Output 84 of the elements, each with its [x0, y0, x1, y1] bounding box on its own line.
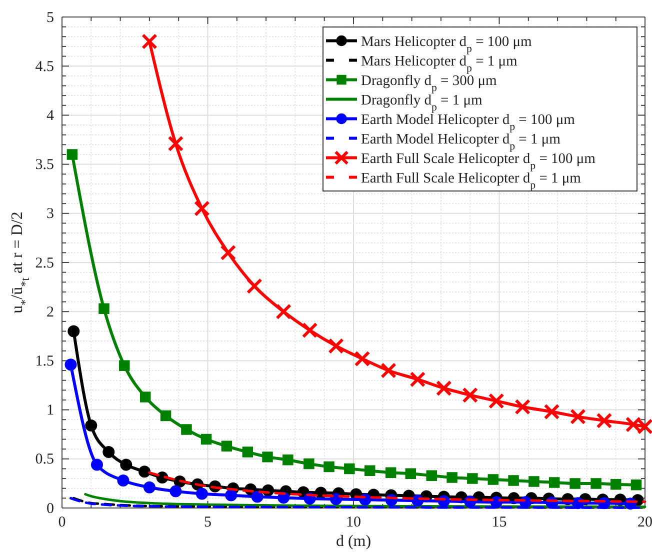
point — [364, 465, 376, 476]
point — [462, 387, 478, 404]
point — [282, 454, 294, 466]
point — [225, 489, 238, 502]
y-tick-label: 2.5 — [35, 255, 54, 272]
point — [570, 478, 580, 489]
legend-label: Earth Model Helicopter d$_{p}$ = 1 μm — [361, 131, 562, 152]
x-tick-label: 20 — [638, 514, 652, 531]
point — [138, 466, 150, 478]
point — [590, 478, 602, 489]
point — [64, 358, 77, 371]
y-tick-label: 4.5 — [35, 58, 54, 75]
point — [119, 360, 130, 371]
y-tick-label: 3.5 — [35, 157, 54, 174]
point — [302, 322, 318, 338]
legend-label: Earth Full Scale Helicopter d$_{p}$ = 1 μm — [361, 170, 582, 192]
y-tick-label: 0.5 — [35, 452, 54, 468]
point — [66, 149, 78, 160]
point — [102, 446, 115, 458]
point — [328, 338, 344, 354]
x-tick-label: 0 — [58, 514, 66, 531]
point — [168, 136, 184, 152]
point — [446, 472, 458, 483]
x-tick-label: 15 — [492, 514, 507, 531]
point — [410, 371, 426, 388]
point — [276, 304, 292, 320]
point — [544, 404, 560, 420]
y-tick-label: 0 — [46, 500, 54, 517]
point — [610, 479, 622, 490]
point — [514, 398, 531, 415]
point — [98, 303, 110, 314]
point — [508, 475, 519, 486]
legend-label: Mars Helicopter d$_{p}$ = 100 μm — [361, 34, 533, 55]
point — [140, 392, 151, 402]
point — [630, 480, 642, 490]
point — [324, 461, 334, 472]
legend-label: Dragonfly d$_{p}$ = 300 μm — [361, 72, 498, 94]
x-axis-title: d (m) — [336, 533, 372, 550]
legend-label: Mars Helicopter d$_{p}$ = 1 μm — [361, 53, 518, 74]
point — [344, 463, 355, 474]
point — [380, 362, 396, 378]
x-tick-label: 5 — [204, 514, 212, 531]
point — [117, 474, 130, 486]
point — [221, 440, 232, 452]
point — [488, 474, 499, 485]
legend-label: Earth Model Helicopter d$_{p}$ = 100 μm — [361, 112, 576, 133]
point — [160, 410, 172, 422]
point — [405, 468, 416, 480]
point — [596, 412, 612, 429]
point — [467, 473, 478, 484]
point — [220, 244, 236, 261]
legend-label: Dragonfly d$_{p}$ = 1 μm — [361, 92, 483, 114]
point — [304, 458, 314, 470]
point — [68, 325, 80, 338]
point — [196, 488, 208, 500]
point — [262, 452, 273, 462]
point — [142, 34, 158, 50]
point — [242, 446, 254, 458]
point — [385, 467, 396, 478]
point — [528, 476, 540, 487]
point — [181, 424, 192, 435]
point — [170, 485, 182, 498]
y-tick-label: 1 — [46, 402, 54, 419]
x-tick-label: 10 — [346, 514, 361, 531]
y-tick-label: 5 — [46, 10, 54, 26]
point — [85, 420, 98, 432]
y-tick-label: 3 — [46, 206, 54, 222]
y-tick-label: 1.5 — [35, 354, 54, 370]
point — [488, 393, 504, 409]
point — [251, 490, 264, 503]
point — [354, 350, 370, 367]
point — [548, 477, 560, 488]
y-tick-label: 4 — [46, 108, 54, 124]
y-tick-label: 2 — [46, 304, 54, 320]
legend-label: Earth Full Scale Helicopter d$_{p}$ = 100 μm — [361, 150, 596, 172]
point — [426, 470, 437, 481]
point — [436, 380, 452, 396]
point — [90, 458, 103, 471]
point — [194, 200, 210, 216]
point — [120, 458, 132, 471]
point — [200, 434, 212, 445]
point — [246, 278, 262, 294]
point — [143, 481, 156, 494]
point — [570, 408, 586, 425]
